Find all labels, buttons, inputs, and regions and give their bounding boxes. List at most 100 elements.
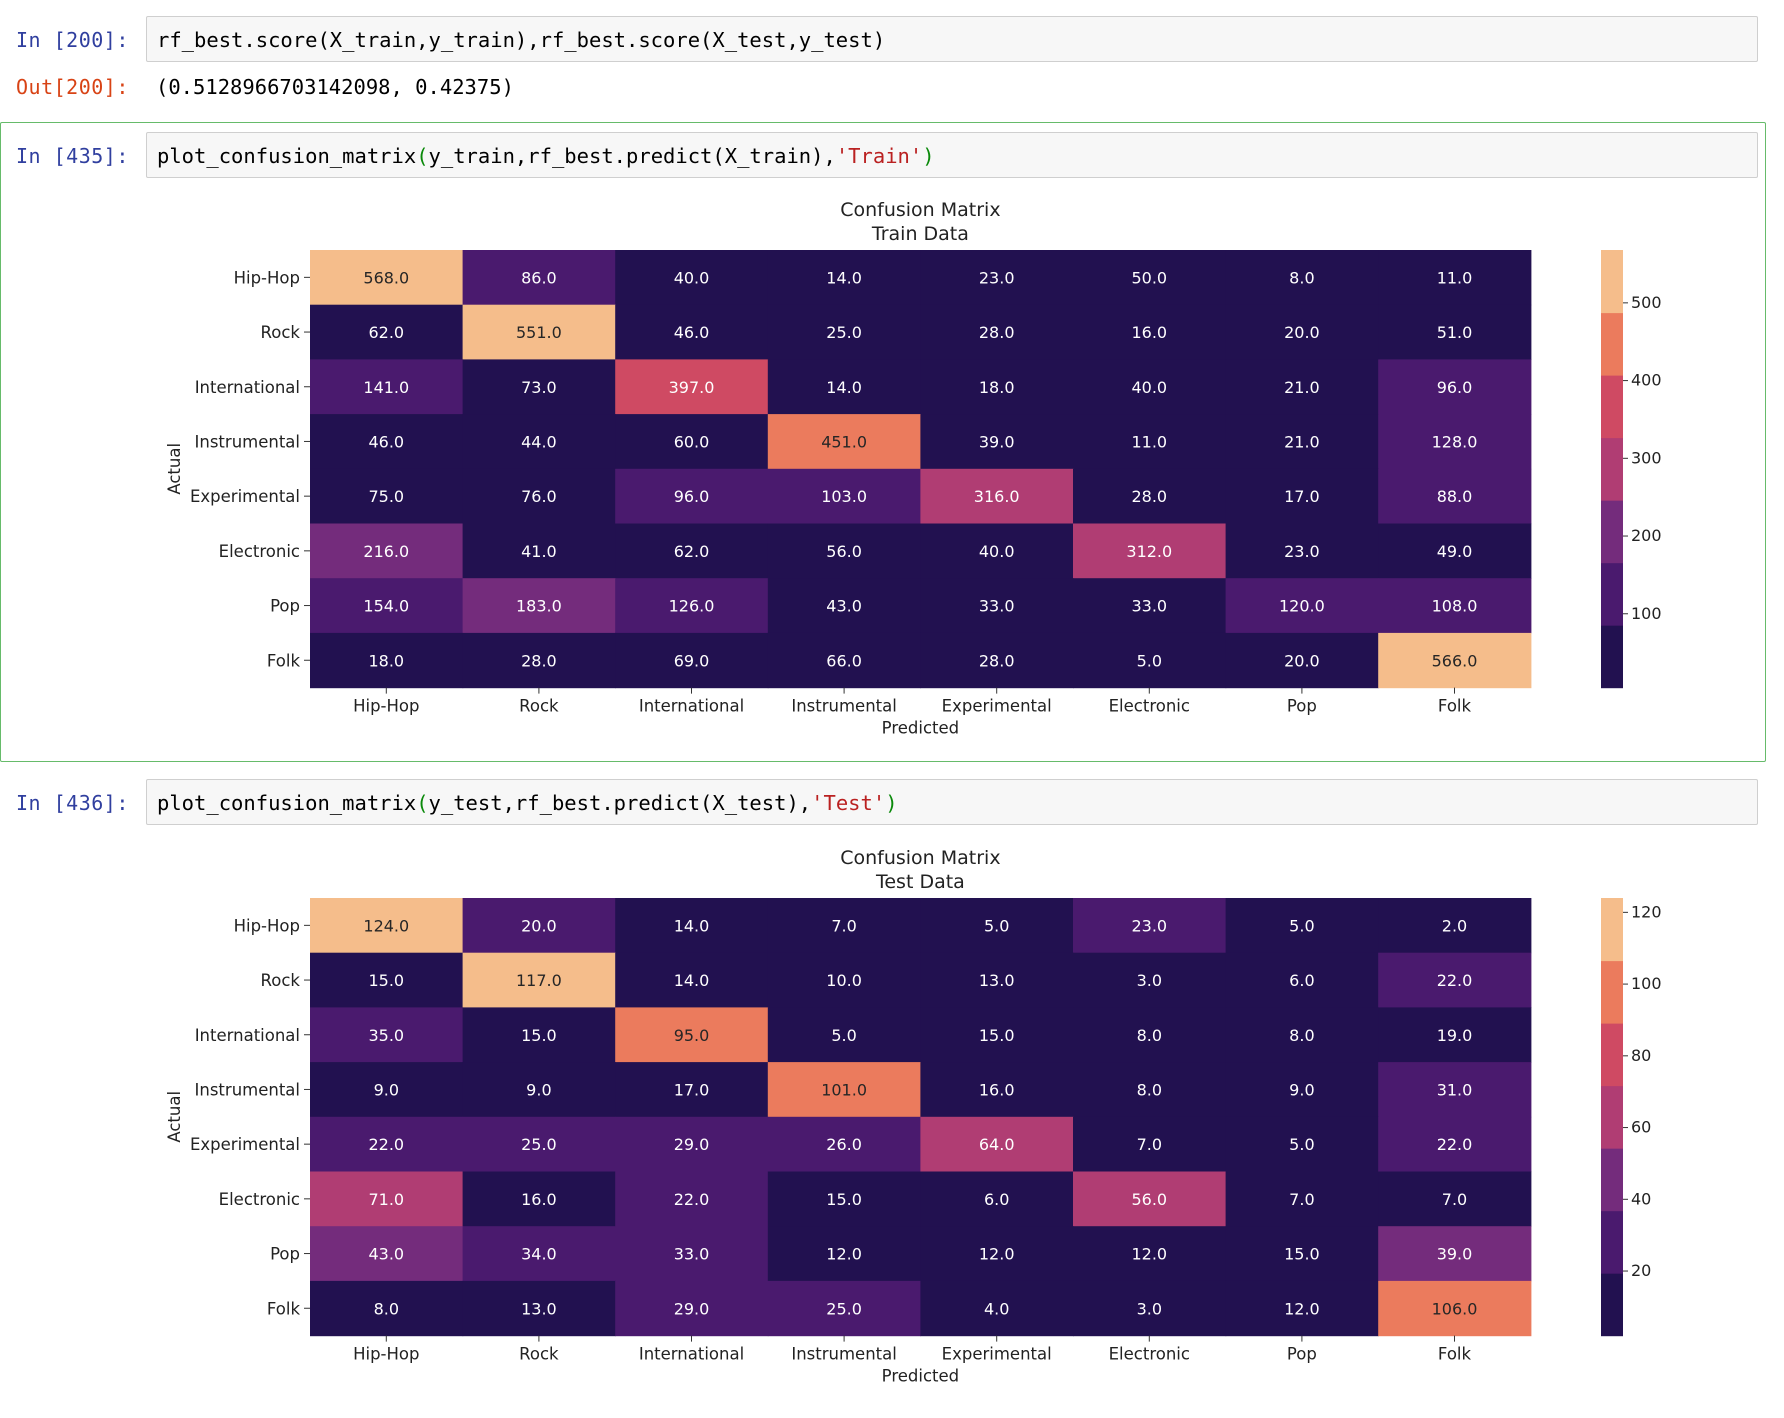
y-tick-label: Instrumental [195, 432, 300, 451]
heatmap-cell [920, 1007, 1074, 1063]
code-input[interactable]: plot_confusion_matrix(y_train,rf_best.pr… [146, 132, 1758, 178]
cell-value-label: 33.0 [1131, 597, 1167, 616]
cell-value-label: 120.0 [1279, 597, 1325, 616]
colorbar-segment [1601, 312, 1623, 376]
colorbar-tick-label: 300 [1631, 448, 1662, 467]
cell-value-label: 73.0 [521, 378, 557, 397]
cell-value-label: 4.0 [984, 1299, 1009, 1318]
heatmap-cell [462, 359, 616, 415]
cell-value-label: 96.0 [1437, 378, 1473, 397]
cell-value-label: 35.0 [368, 1026, 404, 1045]
cell-value-label: 60.0 [674, 432, 710, 451]
chart-subtitle: Test Data [875, 871, 965, 893]
cell-value-label: 50.0 [1131, 268, 1167, 287]
cell-value-label: 56.0 [826, 542, 862, 561]
cell-value-label: 8.0 [1137, 1080, 1162, 1099]
cell-value-label: 46.0 [368, 432, 404, 451]
cell-value-label: 15.0 [368, 971, 404, 990]
heatmap-cell [1225, 898, 1379, 954]
cell-value-label: 6.0 [984, 1190, 1009, 1209]
cell-value-label: 3.0 [1137, 971, 1162, 990]
x-tick-label: Hip-Hop [353, 1345, 419, 1364]
colorbar-tick-label: 40 [1631, 1189, 1651, 1208]
heatmap-cell [1225, 578, 1379, 634]
cell-value-label: 19.0 [1437, 1026, 1473, 1045]
x-tick-label: Instrumental [791, 697, 896, 716]
cell-value-label: 40.0 [1131, 378, 1167, 397]
cell-value-label: 14.0 [674, 916, 710, 935]
heatmap-cell [1225, 468, 1379, 525]
code-token: ) [885, 791, 898, 815]
colorbar-segment [1601, 1085, 1623, 1149]
heatmap-cell [310, 1062, 464, 1118]
heatmap-cell [767, 468, 921, 525]
x-tick-label: Pop [1287, 697, 1317, 716]
cell-value-label: 33.0 [674, 1245, 710, 1264]
heatmap-cell [767, 952, 921, 1008]
heatmap-cell [615, 1007, 769, 1063]
heatmap-cell [1073, 1116, 1227, 1173]
y-tick-label: International [195, 378, 300, 397]
cell-value-label: 17.0 [1284, 487, 1320, 506]
code-input[interactable]: rf_best.score(X_train,y_train),rf_best.s… [146, 16, 1758, 62]
heatmap-cell [310, 304, 464, 360]
colorbar-tick-label: 80 [1631, 1046, 1651, 1065]
cell-value-label: 106.0 [1432, 1299, 1478, 1318]
heatmap-cell [1225, 250, 1379, 306]
heatmap-cell [1073, 359, 1227, 415]
heatmap-cell [1378, 250, 1532, 306]
y-axis-label: Actual [165, 1091, 184, 1143]
heatmap-cell [1073, 952, 1227, 1008]
x-tick-label: International [639, 697, 744, 716]
cell-value-label: 7.0 [831, 916, 856, 935]
heatmap-cell [1378, 1226, 1532, 1282]
heatmap-cell [462, 898, 616, 954]
cell-value-label: 128.0 [1432, 432, 1478, 451]
colorbar-tick-label: 120 [1631, 902, 1662, 921]
colorbar-tick-label: 200 [1631, 526, 1662, 545]
heatmap-cell [462, 578, 616, 634]
heatmap-cell [1073, 1007, 1227, 1063]
y-tick-label: Instrumental [195, 1080, 300, 1099]
colorbar-segment [1601, 250, 1623, 314]
cell-value-label: 5.0 [1289, 1135, 1314, 1154]
heatmap-cell [462, 952, 616, 1008]
y-tick-label: Experimental [190, 1135, 300, 1154]
code-token: rf_best.score(X_train,y_train),rf_best.s… [157, 28, 886, 52]
cell-value-label: 451.0 [821, 432, 867, 451]
heatmap-cell [1378, 1280, 1532, 1337]
cell-value-label: 28.0 [1131, 487, 1167, 506]
heatmap-cell [1073, 632, 1227, 689]
cell-value-label: 88.0 [1437, 487, 1473, 506]
cell-value-label: 11.0 [1131, 432, 1167, 451]
cell-value-label: 8.0 [1289, 1026, 1314, 1045]
heatmap-cell [1225, 1007, 1379, 1063]
cell-value-label: 69.0 [674, 651, 710, 670]
cell-value-label: 23.0 [1284, 542, 1320, 561]
cell-value-label: 8.0 [1137, 1026, 1162, 1045]
heatmap-cell [1073, 1062, 1227, 1118]
selected-cell-border[interactable] [0, 122, 1766, 762]
code-token: ( [416, 144, 429, 168]
cell-value-label: 2.0 [1442, 916, 1467, 935]
x-tick-label: Electronic [1109, 697, 1190, 716]
heatmap-cell [767, 1171, 921, 1227]
chart-title: Confusion Matrix [840, 847, 1000, 869]
colorbar-tick-label: 20 [1631, 1261, 1651, 1280]
cell-value-label: 15.0 [521, 1026, 557, 1045]
y-tick-label: Hip-Hop [234, 916, 300, 935]
colorbar-segment [1601, 1148, 1623, 1212]
heatmap-cell [615, 304, 769, 360]
heatmap-cell [1225, 523, 1379, 579]
cell-value-label: 183.0 [516, 597, 562, 616]
code-input[interactable]: plot_confusion_matrix(y_test,rf_best.pre… [146, 779, 1758, 825]
x-tick-label: Pop [1287, 1345, 1317, 1364]
cell-value-label: 9.0 [374, 1080, 399, 1099]
x-tick-label: Electronic [1109, 1345, 1190, 1364]
cell-value-label: 33.0 [979, 597, 1015, 616]
heatmap-cell [767, 1116, 921, 1173]
heatmap-cell [615, 952, 769, 1008]
cell-value-label: 46.0 [674, 323, 710, 342]
cell-value-label: 28.0 [521, 651, 557, 670]
